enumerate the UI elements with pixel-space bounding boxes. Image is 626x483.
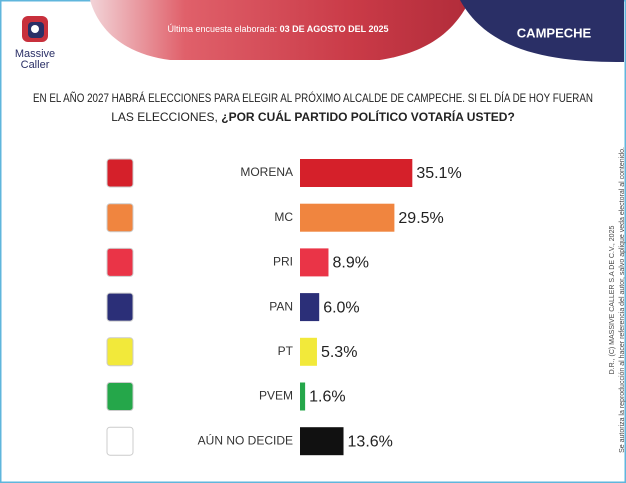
header-band — [90, 0, 470, 60]
logo-box — [106, 158, 134, 188]
category-label: MORENA — [240, 165, 293, 179]
notice: Se autoriza la reproducción al hacer ref… — [619, 147, 626, 453]
bar — [300, 427, 344, 456]
chart-title: EN EL AÑO 2027 HABRÁ ELECCIONES PARA ELE… — [33, 90, 593, 105]
logo — [22, 16, 48, 42]
bar — [300, 203, 395, 232]
bar — [300, 159, 413, 187]
copyright: D.R., (C) MASSIVE CALLER S.A DE C.V., 20… — [609, 226, 616, 375]
bar — [300, 337, 317, 366]
brand: Caller — [21, 59, 50, 71]
bar — [300, 293, 320, 322]
value-label: 5.3% — [321, 344, 357, 361]
category-label: PRI — [273, 255, 293, 269]
logo-box — [106, 203, 134, 233]
logo-box — [106, 382, 134, 411]
category-label: AÚN NO DECIDE — [198, 432, 293, 447]
category-label: PT — [278, 344, 294, 358]
category-label: PAN — [269, 299, 293, 313]
value-label: 8.9% — [332, 255, 368, 272]
bar — [300, 248, 329, 277]
region-band — [460, 0, 624, 62]
value-label: 29.5% — [398, 210, 443, 227]
logo-box — [106, 292, 134, 322]
value-label: 13.6% — [348, 433, 393, 450]
logo-box — [106, 247, 134, 277]
survey-note: Última encuesta elaborada: 03 DE AGOSTO … — [168, 24, 389, 34]
value-label: 6.0% — [323, 299, 359, 316]
category-label: MC — [274, 210, 293, 224]
brand: Massive — [15, 48, 55, 60]
chart-title: LAS ELECCIONES, ¿POR CUÁL PARTIDO POLÍTI… — [111, 109, 515, 124]
logo-box — [106, 426, 134, 456]
value-label: 1.6% — [309, 389, 345, 406]
region: CAMPECHE — [517, 25, 592, 40]
value-label: 35.1% — [416, 165, 461, 182]
logo-box — [106, 337, 134, 367]
category-label: PVEM — [259, 389, 293, 403]
bar — [300, 382, 306, 411]
